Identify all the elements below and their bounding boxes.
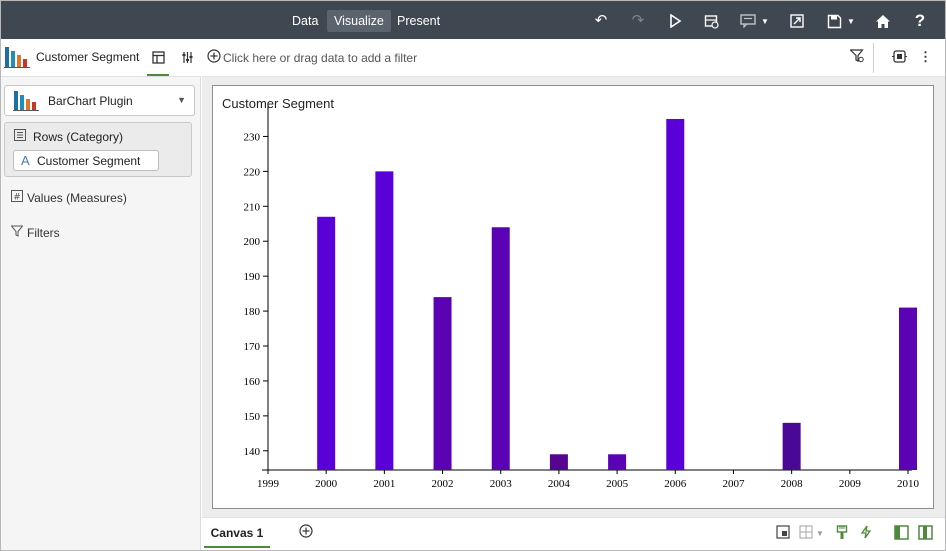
mode-data-tab[interactable]: Data — [292, 14, 319, 28]
mode-visualize-tab[interactable]: Visualize — [327, 10, 391, 32]
y-tick-label: 220 — [244, 166, 261, 178]
export-icon[interactable] — [787, 10, 807, 32]
y-tick-label: 170 — [244, 341, 261, 353]
add-canvas-icon[interactable] — [299, 524, 313, 542]
x-tick-label: 2004 — [548, 478, 571, 490]
panel-resize-handle[interactable]: ⋮⋮ — [198, 337, 207, 355]
x-tick-label: 2007 — [722, 478, 745, 490]
y-tick-label: 210 — [244, 201, 261, 213]
bar-2004[interactable] — [549, 454, 568, 470]
attribute-type-icon: A — [21, 153, 30, 168]
x-tick-label: 2001 — [373, 478, 395, 490]
bar-2001[interactable] — [375, 171, 394, 470]
plugin-select-label: BarChart Plugin — [48, 94, 133, 108]
x-tick-label: 2009 — [839, 478, 862, 490]
save-dropdown-chevron-icon[interactable]: ▼ — [847, 17, 855, 26]
chevron-down-icon: ▼ — [177, 95, 186, 105]
active-tab-indicator — [147, 74, 169, 76]
bar-2005[interactable] — [608, 454, 627, 470]
filter-settings-icon[interactable] — [849, 49, 864, 66]
canvas-1-tab[interactable]: Canvas 1 — [204, 518, 270, 548]
bar-2002[interactable] — [433, 297, 452, 470]
y-tick-label: 150 — [244, 411, 261, 423]
data-panel-header: Customer Segment — [1, 39, 201, 77]
y-tick-label: 200 — [244, 236, 261, 248]
x-tick-label: 2010 — [897, 478, 920, 490]
more-options-icon[interactable]: ⋮ — [919, 49, 932, 64]
filter-bar: Click here or drag data to add a filter … — [202, 39, 945, 77]
x-tick-label: 2006 — [664, 478, 687, 490]
bar-chart-svg: 140 150 160 170 180 190 200 210 220 230 1999 2000 20… — [244, 106, 920, 490]
x-tick-label: 2003 — [490, 478, 513, 490]
filters-dropzone[interactable]: Filters — [10, 225, 60, 240]
rows-category-dropzone[interactable]: Rows (Category) A Customer Segment — [4, 122, 192, 177]
x-tick-label: 2002 — [432, 478, 454, 490]
toggle-grammar-panel-icon[interactable] — [918, 525, 933, 543]
x-tick-label: 2000 — [315, 478, 338, 490]
hash-icon: # — [11, 190, 27, 205]
layout-dropdown-chevron-icon[interactable]: ▼ — [816, 529, 824, 538]
x-tick-label: 2008 — [781, 478, 804, 490]
rows-list-icon — [14, 129, 26, 144]
filter-funnel-icon — [10, 225, 27, 240]
comment-dropdown-chevron-icon[interactable]: ▼ — [761, 17, 769, 26]
grammar-tab-icon[interactable] — [148, 48, 168, 68]
bar-2003[interactable] — [491, 227, 510, 470]
bar-chart-logo-icon — [4, 45, 31, 72]
bar-2006[interactable] — [666, 118, 685, 471]
y-tick-label: 180 — [244, 306, 261, 318]
data-panel: Customer Segment BarChart Plugin ▼ Rows … — [1, 39, 207, 550]
rows-category-label: Rows (Category) — [33, 130, 124, 144]
customer-segment-pill[interactable]: A Customer Segment — [13, 150, 159, 171]
data-panel-title: Customer Segment — [36, 50, 140, 64]
add-filter-input[interactable]: Click here or drag data to add a filter — [223, 51, 418, 65]
top-toolbar: Data Visualize Present ↶ ↷ ▼ ▼ ? — [1, 1, 945, 39]
bar-2008[interactable] — [782, 422, 801, 470]
y-tick-label: 190 — [244, 271, 261, 283]
bar-2010[interactable] — [899, 307, 917, 470]
brush-icon[interactable] — [836, 525, 848, 543]
data-refresh-icon[interactable] — [701, 10, 721, 32]
y-tick-label: 140 — [244, 446, 261, 458]
svg-text:#: # — [13, 193, 21, 203]
auto-apply-icon[interactable] — [892, 49, 907, 67]
values-measures-label: Values (Measures) — [27, 191, 127, 205]
layout-grid-icon[interactable] — [799, 525, 813, 542]
canvas-area: Customer Segment 140 150 160 170 180 190 200 21… — [202, 77, 945, 517]
home-icon[interactable] — [873, 10, 893, 32]
filters-label: Filters — [27, 226, 60, 240]
plugin-select[interactable]: BarChart Plugin ▼ — [4, 85, 195, 116]
canvas-tab-bar: Canvas 1 ▼ — [202, 517, 945, 550]
values-measures-dropzone[interactable]: # Values (Measures) — [11, 190, 127, 205]
x-tick-label: 1999 — [257, 478, 280, 490]
help-icon[interactable]: ? — [914, 11, 926, 30]
undo-icon[interactable]: ↶ — [594, 12, 608, 29]
bar-chart-plugin-icon — [13, 89, 40, 115]
y-tick-label: 160 — [244, 376, 261, 388]
redo-icon[interactable]: ↷ — [631, 12, 645, 29]
customer-segment-pill-label: Customer Segment — [37, 154, 141, 168]
chart-title: Customer Segment — [222, 96, 334, 111]
filter-bar-divider — [873, 43, 874, 73]
canvas-properties-icon[interactable] — [776, 525, 790, 542]
save-icon[interactable] — [824, 10, 844, 32]
toggle-data-panel-icon[interactable] — [894, 525, 909, 543]
auto-refresh-icon[interactable] — [859, 525, 873, 542]
bar-2000[interactable] — [317, 216, 336, 470]
play-icon[interactable] — [665, 10, 685, 32]
mode-present-tab[interactable]: Present — [397, 14, 441, 28]
add-filter-plus-icon[interactable] — [207, 49, 221, 66]
y-tick-label: 230 — [244, 131, 261, 143]
comment-icon[interactable] — [738, 10, 758, 32]
x-tick-label: 2005 — [606, 478, 629, 490]
properties-tab-icon[interactable] — [177, 48, 197, 68]
bar-chart-visualization[interactable]: Customer Segment 140 150 160 170 180 190 200 21… — [212, 85, 934, 509]
